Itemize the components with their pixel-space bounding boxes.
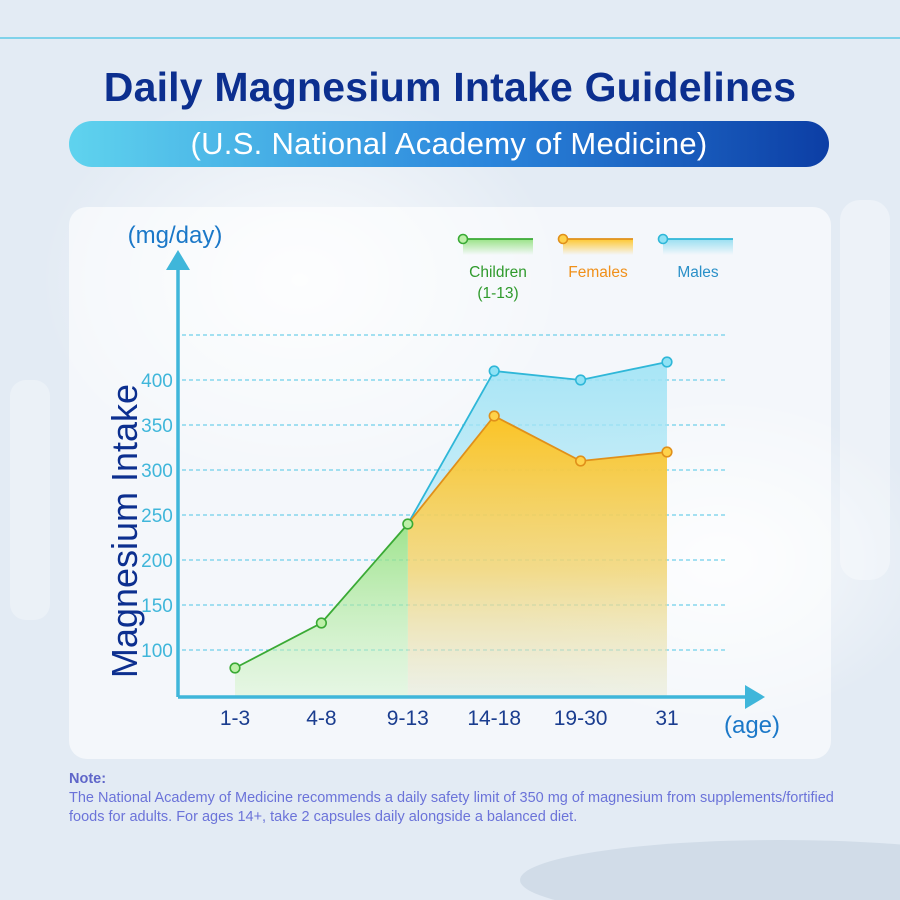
note-text: The National Academy of Medicine recomme… (69, 790, 834, 825)
legend-label: (1-13) (477, 285, 518, 302)
data-point (574, 455, 587, 467)
y-tick-label: 150 (141, 596, 173, 617)
x-tick-label: 9-13 (387, 707, 429, 730)
legend-label: Females (568, 264, 628, 281)
legend-swatch (563, 239, 633, 255)
data-point (661, 446, 673, 458)
x-tick-label: 4-8 (306, 707, 336, 730)
x-axis-title: (age) (724, 712, 780, 739)
y-tick-label: 250 (141, 506, 173, 527)
data-point (661, 356, 673, 368)
series-line-males (407, 361, 668, 525)
y-unit-label: (mg/day) (128, 222, 223, 249)
footnote: Note: The National Academy of Medicine r… (69, 770, 849, 827)
legend-swatch (463, 239, 533, 255)
area-females (407, 416, 667, 697)
x-tick-label: 31 (655, 707, 678, 730)
data-point (488, 410, 500, 422)
legend-swatch (663, 239, 733, 255)
x-tick-label: 14-18 (467, 707, 521, 730)
legend-label: Males (677, 264, 719, 281)
note-label: Note: (69, 771, 107, 787)
series-line-females (407, 414, 668, 525)
legend-label: Children (469, 264, 527, 281)
data-point (402, 518, 414, 530)
x-axis-arrow (745, 685, 765, 709)
legend-marker (557, 233, 569, 245)
top-divider-line (0, 37, 900, 39)
y-tick-label: 350 (141, 416, 173, 437)
data-point (315, 617, 328, 629)
x-tick-label: 19-30 (554, 707, 608, 730)
y-tick-label: 400 (141, 371, 173, 392)
data-point (229, 662, 241, 674)
y-tick-label: 300 (141, 461, 173, 482)
subtitle-text: (U.S. National Academy of Medicine) (190, 126, 708, 161)
data-point (574, 374, 587, 386)
page-title: Daily Magnesium Intake Guidelines (103, 64, 797, 110)
legend-marker (657, 233, 669, 245)
y-axis-title: Magnesium Intake (104, 384, 145, 678)
subtitle-banner: (U.S. National Academy of Medicine) (69, 121, 829, 167)
data-point (488, 365, 500, 377)
area-children (235, 524, 408, 697)
legend-marker (457, 233, 469, 245)
x-tick-label: 1-3 (220, 707, 250, 730)
y-tick-label: 200 (141, 551, 173, 572)
y-tick-label: 100 (141, 641, 173, 662)
y-axis-arrow (166, 250, 190, 270)
